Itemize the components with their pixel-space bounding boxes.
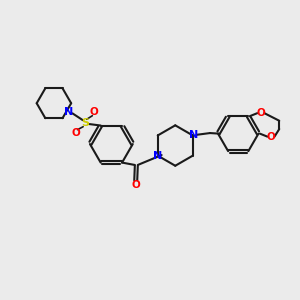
Text: O: O (89, 107, 98, 117)
Text: O: O (131, 180, 140, 190)
Text: N: N (64, 107, 74, 117)
Text: O: O (267, 132, 275, 142)
Text: O: O (71, 128, 80, 138)
Text: S: S (81, 118, 89, 128)
Text: N: N (189, 130, 198, 140)
Text: O: O (256, 108, 265, 118)
Text: N: N (152, 151, 162, 160)
